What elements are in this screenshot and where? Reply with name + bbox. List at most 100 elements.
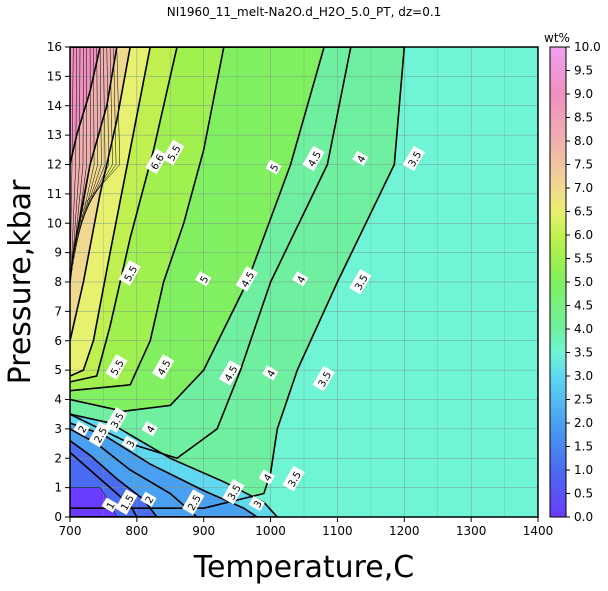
contour-line-13 [70,451,138,517]
contour-label-bg [222,478,245,505]
contour-label-bg [312,365,335,392]
contour-line-1 [70,47,352,460]
contour-label-bg [105,354,128,380]
contour-label-bg [352,150,369,166]
contour-label-bg [105,407,128,433]
x-tick-label: 800 [125,524,148,538]
x-tick-label: 1100 [322,524,353,538]
chart-title: NI1960_11_melt-Na2O.d_H2O_5.0_PT, dz=0.1 [167,5,442,19]
y-tick-label: 6 [54,334,62,348]
colorbar-tick-label: 4.5 [574,299,593,313]
contour-label-bg [195,271,212,287]
contour-label: 3 [121,435,138,451]
y-tick-label: 16 [47,40,62,54]
colorbar-tick-label: 8.0 [574,134,593,148]
contour-label-bg [141,421,158,437]
contour-label-bg [145,148,168,175]
contour-label: 5 [195,271,212,287]
y-tick-label: 9 [54,246,62,260]
contour-label: 2 [140,491,157,507]
contour-line-fine [71,47,81,271]
contour-label-text: 4 [145,424,158,435]
colorbar-tick-label: 5.5 [574,252,593,266]
contour-label: 2 [73,421,90,437]
colorbar-tick-label: 1.0 [574,463,593,477]
x-tick-label: 900 [192,524,215,538]
contour-label-bg [248,495,265,512]
contour-label-bg [140,491,157,507]
contour-label-text: 1 [105,501,118,512]
colorbar-tick-label: 7.0 [574,181,593,195]
contour-label-text: 2 [144,495,157,506]
contour-line-fine [82,47,121,206]
x-axis-ticks: 700 800 900 1000 1100 1200 1300 1400 [59,517,553,538]
colorbar-tick-label: 3.0 [574,369,593,383]
contour-label-bg [115,489,138,515]
contour-label-bg [218,360,242,386]
x-tick-label: 700 [59,524,82,538]
y-tick-label: 8 [54,275,62,289]
x-tick-label: 1300 [456,524,487,538]
contour-label-text: 4 [356,154,369,165]
colorbar-gradient [549,46,567,518]
plot-area: 5 4.5 4 3.55.56.65 4.5 4 3.55.55.5 4.5 4.5 4 3.52 2… [70,47,538,517]
contour-label-text: 4 [296,274,309,285]
x-axis-label: Temperature,C [193,550,415,585]
colorbar-tick-label: 7.5 [574,158,593,172]
contour-label-bg [282,465,305,492]
contour-label-bg [152,354,175,380]
contour-label: 4 [262,365,279,381]
contour-line-4 [70,47,178,383]
contour-line-5 [70,47,152,377]
contour-label-bg [121,435,138,451]
contour-line-fine [72,47,84,265]
contour-line-fine [79,47,110,224]
contour-label: 4 [258,469,275,485]
colorbar: wt% 0.0 0.5 1.0 1.5 2.0 2.5 3.0 3.5 4.0 4.5 5.0 5.5… [544,31,601,524]
y-tick-label: 15 [47,69,62,83]
colorbar-tick-label: 3.5 [574,346,593,360]
contour-label-text: 5 [269,163,282,174]
colorbar-tick-label: 9.0 [574,87,593,101]
contour-label-text: 4 [266,368,279,379]
contour-label-text: 3 [125,439,138,450]
y-axis-label: Pressure,kbar [3,179,38,384]
contour-label-bg [88,421,111,448]
contour-label-bg [302,145,325,172]
colorbar-tick-label: 8.5 [574,111,593,125]
y-tick-label: 5 [54,363,62,377]
contour-label-bg [118,260,141,286]
contour-label-text: 3 [252,499,265,510]
y-tick-label: 1 [54,481,62,495]
contour-line-fine [81,47,117,212]
contour-label-bg [101,497,118,513]
contour-label-bg [73,421,90,437]
colorbar-tick-label: 9.5 [574,64,593,78]
colorbar-tick-label: 1.5 [574,440,593,454]
contour-line-12 [70,439,158,517]
contour-label-bg [182,489,205,515]
colorbar-tick-label: 6.5 [574,205,593,219]
contour-label-text: 2 [77,424,90,435]
y-tick-label: 7 [54,304,62,318]
contour-label: 4 [352,150,369,166]
colorbar-tick-label: 6.0 [574,228,593,242]
y-tick-label: 11 [47,187,62,201]
contour-label-bg [262,365,279,381]
contour-line-fine [70,47,77,277]
colorbar-ticks: 0.0 0.5 1.0 1.5 2.0 2.5 3.0 3.5 4.0 4.5 5.0 5.5 6.0 6… [566,40,601,524]
contour-line-3 [70,47,225,392]
x-tick-label: 1000 [255,524,286,538]
y-tick-label: 13 [47,128,62,142]
contour-label-bg [349,268,372,295]
grid-lines [70,47,538,517]
x-tick-label: 1200 [389,524,420,538]
colorbar-tick-label: 4.0 [574,322,593,336]
y-tick-label: 2 [54,451,62,465]
y-tick-label: 3 [54,422,62,436]
contour-label-text: 4 [262,473,275,484]
colorbar-tick-label: 10.0 [574,40,601,54]
